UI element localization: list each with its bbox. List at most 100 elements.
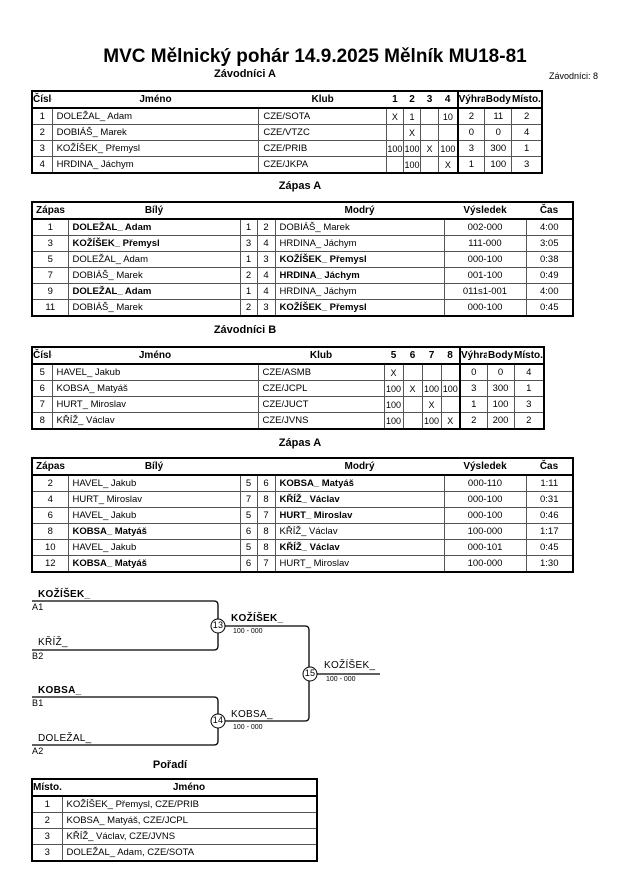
match-13-circle <box>210 618 226 634</box>
table-cell: 0:45 <box>525 299 574 317</box>
table-cell: 3 <box>456 140 486 157</box>
competitors-count: Závodníci: 8 <box>548 71 598 81</box>
column-header: Výsledek <box>444 202 526 220</box>
table-cell <box>419 156 440 174</box>
header-row: Zápas Bílý Modrý Výsledek Čas <box>32 202 573 220</box>
match-14-circle <box>210 713 226 729</box>
table-row: 3 KŘÍŽ_ Václav, CZE/JVNS <box>31 828 318 845</box>
pool-a-title: Závodníci A <box>214 68 276 80</box>
bracket-seed: A1 <box>32 602 44 612</box>
table-row: 2 HAVEL_ Jakub 5 6 KOBSA_ Matyáš 000-110 1:11 <box>31 474 574 492</box>
table-cell: DOLEŽAL_ Adam, CZE/SOTA <box>61 844 318 862</box>
header-row: Místo. Jméno <box>32 779 317 797</box>
match-number: 13 <box>212 620 224 630</box>
table-cell: 1 <box>31 795 63 813</box>
column-header <box>240 202 257 220</box>
pool-b-title: Závodníci B <box>213 324 277 336</box>
bracket-name: KOBSA_ <box>38 685 82 696</box>
table-row: 7 DOBIÁŠ_ Marek 2 4 HRDINA_ Jáchym 001-100 0:4… <box>31 267 574 284</box>
table-cell: 3 <box>31 844 63 862</box>
table-cell: HAVEL_ Jakub <box>67 539 241 556</box>
bracket-score: 100 - 000 <box>233 724 263 731</box>
column-header: 3 <box>420 91 439 109</box>
bracket-score: 100 - 000 <box>233 628 263 635</box>
column-header: Modrý <box>275 202 444 220</box>
column-header: Čas <box>526 202 573 220</box>
bracket-champion: KOŽÍŠEK_ <box>324 660 376 671</box>
table-cell: 3 <box>256 299 276 317</box>
table-cell: 2 <box>513 412 545 430</box>
column-header: Číslo <box>32 347 52 365</box>
bracket-line-15 <box>225 625 310 722</box>
table-row: 8 KOBSA_ Matyáš 6 8 KŘÍŽ_ Václav 100-000 1:17 <box>31 523 574 540</box>
column-header: Místo. <box>514 347 544 365</box>
table-cell: 100 <box>383 396 404 413</box>
pool-b-table: ČísloJménoKlub5678VýhraBodyMísto.5HAVEL_… <box>31 346 545 430</box>
column-header: Jméno <box>52 347 258 365</box>
table-cell: X <box>440 412 461 430</box>
header-row: Zápas Bílý Modrý Výsledek Čas <box>32 458 573 476</box>
table-cell: KOŽÍŠEK_ Přemysl, CZE/PRIB <box>61 795 318 813</box>
column-header: 6 <box>403 347 422 365</box>
table-cell: 4 <box>31 156 53 174</box>
column-header: Místo. <box>32 779 62 797</box>
column-header: 8 <box>441 347 460 365</box>
table-cell: 2 <box>31 812 63 829</box>
column-header <box>257 458 275 476</box>
table-cell: KOŽÍŠEK_ Přemysl <box>51 140 260 157</box>
table-row: 2 DOBIÁŠ_ Marek CZE/VTZC X 0 0 4 <box>31 124 543 141</box>
column-header: 5 <box>384 347 403 365</box>
table-cell: DOBIÁŠ_ Marek <box>67 299 241 317</box>
table-cell: 3 <box>31 140 53 157</box>
table-cell: 1:30 <box>525 555 574 573</box>
column-header: Výhra <box>456 91 485 109</box>
table-row: 3 KOŽÍŠEK_ Přemysl 3 4 HRDINA_ Jáchym 111-000… <box>31 235 574 252</box>
column-header: Jméno <box>62 779 317 797</box>
column-header: Číslo <box>32 91 53 109</box>
table-cell: 100 <box>383 412 404 430</box>
table-row: 4 HRDINA_ Jáchym CZE/JKPA 100 X 1 100 3 <box>31 156 543 174</box>
column-header: Čas <box>526 458 573 476</box>
table-cell: 7 <box>31 396 53 413</box>
match-15-circle <box>302 666 318 682</box>
table-row: 2 KOBSA_ Matyáš, CZE/JCPL <box>31 812 318 829</box>
table-cell: KŘÍŽ_ Václav, CZE/JVNS <box>61 828 318 845</box>
table-cell: HURT_ Miroslav <box>51 396 259 413</box>
table-cell: 100 <box>402 140 422 157</box>
table-cell: 4:00 <box>525 283 574 300</box>
table-cell: CZE/JUCT <box>257 396 385 413</box>
table-cell: HRDINA_ Jáchym <box>51 156 260 174</box>
matches-a-table: Zápas Bílý Modrý Výsledek Čas 1 DOLEŽAL_ Adam 1… <box>31 201 574 317</box>
table-cell: 3 <box>511 156 543 174</box>
table-cell: 3:05 <box>525 235 574 252</box>
table-row: 12 KOBSA_ Matyáš 6 7 HURT_ Miroslav 100-000 1:… <box>31 555 574 573</box>
column-header: Klub <box>258 347 384 365</box>
bracket-seed: B2 <box>32 651 44 661</box>
table-cell: KOBSA_ Matyáš, CZE/JCPL <box>61 812 318 829</box>
column-header: Místo. <box>511 91 542 109</box>
table-row: 3 KOŽÍŠEK_ Přemysl CZE/PRIB 100 100 X 100 3 300 1 <box>31 140 543 157</box>
table-row: 1 DOLEŽAL_ Adam CZE/SOTA X 1 10 2 11 2 <box>31 107 543 125</box>
table-cell: 12 <box>31 555 69 573</box>
table-row: 1 DOLEŽAL_ Adam 1 2 DOBIÁŠ_ Marek 002-000 4:00 <box>31 218 574 236</box>
pool-a-table: ČísloJménoKlub1234VýhraBodyMísto.1DOLEŽA… <box>31 90 543 174</box>
column-header: 7 <box>422 347 441 365</box>
table-row: 9 DOLEŽAL_ Adam 1 4 HRDINA_ Jáchym 011s1-001 4… <box>31 283 574 300</box>
table-row: 3 DOLEŽAL_ Adam, CZE/SOTA <box>31 844 318 862</box>
column-header: Bílý <box>68 458 240 476</box>
column-header: Zápas <box>32 202 68 220</box>
header-row: ČísloJménoKlub5678VýhraBodyMísto. <box>32 347 544 365</box>
matches-b-title: Zápas A <box>278 437 322 449</box>
ranking-title: Pořadí <box>152 759 188 771</box>
column-header: Body <box>487 347 514 365</box>
table-cell: 1 <box>511 140 543 157</box>
bracket-winner: KOBSA_ <box>231 709 273 720</box>
bracket-seed: B1 <box>32 698 44 708</box>
bracket-seed: A2 <box>32 746 44 756</box>
table-cell: 3 <box>31 828 63 845</box>
page-title: MVC Mělnický pohár 14.9.2025 Mělník MU18… <box>103 46 527 67</box>
column-header: Modrý <box>275 458 444 476</box>
table-row: 5 DOLEŽAL_ Adam 1 3 KOŽÍŠEK_ Přemysl 000-100 0… <box>31 251 574 268</box>
match-number: 15 <box>304 668 316 678</box>
